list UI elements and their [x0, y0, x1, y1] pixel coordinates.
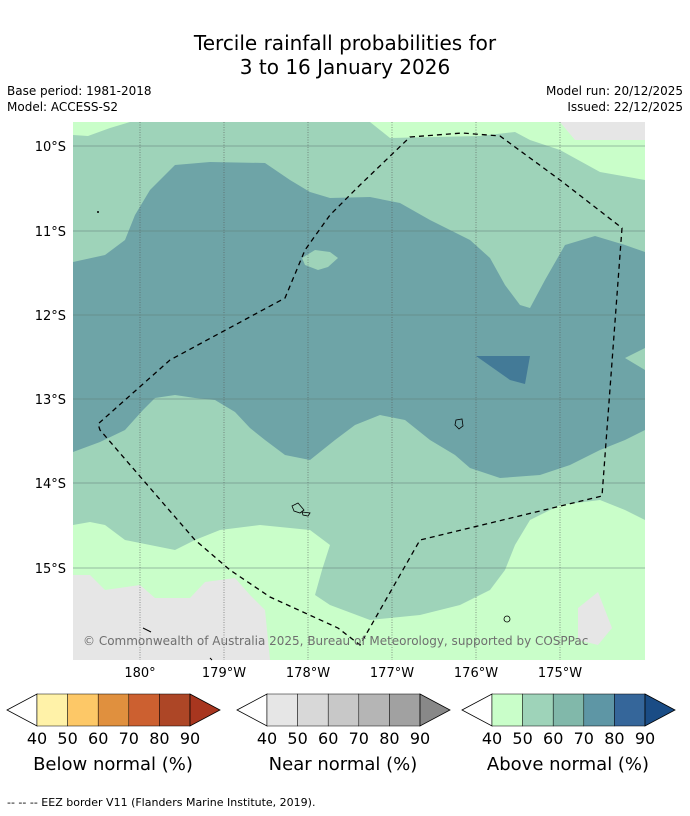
colorbar-segment: [522, 693, 554, 727]
colorbar-tick: 70: [119, 729, 139, 748]
island: [142, 627, 152, 633]
lon-label: 177°W: [370, 666, 414, 681]
base-period-label: Base period: 1981-2018: [7, 84, 152, 98]
below-normal-colorbar: 40 50 60 70 80 90 Below normal (%): [6, 693, 221, 775]
island: [291, 502, 305, 514]
colorbar-tick: 60: [318, 729, 338, 748]
eez-legend-footer: -- -- -- EEZ border V11 (Flanders Marine…: [7, 796, 316, 809]
near-normal-region-southwest: [73, 575, 270, 660]
colorbar-segment: [491, 693, 523, 727]
colorbar-segment: [266, 693, 298, 727]
near-normal-region-southeast: [578, 592, 612, 645]
colorbar-tick: 40: [482, 729, 502, 748]
colorbar-min-arrow: [461, 693, 493, 727]
colorbar-segment: [614, 693, 646, 727]
colorbar-segment: [36, 693, 68, 727]
attribution-text: © Commonwealth of Australia 2025, Bureau…: [83, 634, 588, 648]
near-normal-colorbar: 40 50 60 70 80 90 Near normal (%): [236, 693, 451, 775]
colorbar-tick: 40: [27, 729, 47, 748]
chart-title-line1: Tercile rainfall probabilities for: [193, 31, 497, 55]
colorbar-segment: [552, 693, 585, 727]
colorbar-tick: 90: [410, 729, 430, 748]
longitude-gridlines: [139, 122, 561, 660]
colorbar-tick: 50: [287, 729, 307, 748]
lat-label: 12°S: [35, 309, 66, 324]
colorbar-max-arrow: [419, 693, 451, 727]
island: [209, 657, 213, 661]
lat-label: 10°S: [35, 140, 66, 155]
above-normal-colorbar: 40 50 60 70 80 90 Above normal (%): [461, 693, 676, 775]
colorbar-tick: 60: [543, 729, 563, 748]
colorbar-tick: 80: [604, 729, 624, 748]
colorbar-max-arrow: [189, 693, 221, 727]
colorbar-segment: [358, 693, 390, 727]
lat-label: 11°S: [35, 225, 66, 240]
colorbar-segment: [389, 693, 421, 727]
lat-label: 14°S: [35, 477, 66, 492]
colorbar-tick: 50: [512, 729, 532, 748]
model-run-label: Model run: 20/12/2025: [545, 84, 683, 98]
island: [454, 418, 464, 430]
colorbar-tick: 80: [379, 729, 399, 748]
island: [503, 615, 511, 623]
lat-label: 15°S: [35, 562, 66, 577]
colorbar-segment: [97, 693, 130, 727]
island: [97, 211, 99, 213]
colorbar-tick: 50: [57, 729, 77, 748]
colorbar-min-arrow: [236, 693, 268, 727]
lon-label: 175°W: [538, 666, 582, 681]
near-normal-region-northeast: [560, 122, 645, 140]
colorbar-tick: 70: [349, 729, 369, 748]
colorbar-title: Near normal (%): [269, 754, 418, 775]
colorbar-tick: 60: [88, 729, 108, 748]
colorbar-segment: [327, 693, 360, 727]
chart-title-line2: 3 to 16 January 2026: [239, 55, 451, 79]
probability-field: [73, 122, 645, 660]
model-label: Model: ACCESS-S2: [7, 100, 119, 114]
colorbar-segment: [159, 693, 191, 727]
lon-label: 176°W: [454, 666, 498, 681]
lon-label: 180°: [124, 666, 155, 681]
lon-label: 179°W: [202, 666, 246, 681]
above-normal-50-60-patch: [302, 250, 338, 270]
colorbar-title: Above normal (%): [487, 754, 649, 775]
latitude-labels: 10°S 11°S 12°S 13°S 14°S 15°S: [35, 140, 66, 577]
island: [301, 511, 311, 517]
longitude-labels: 180° 179°W 178°W 177°W 176°W 175°W: [124, 666, 582, 681]
colorbar-tick: 70: [574, 729, 594, 748]
colorbar-max-arrow: [644, 693, 676, 727]
colorbar-title: Below normal (%): [33, 754, 193, 775]
issued-label: Issued: 22/12/2025: [567, 100, 683, 114]
colorbar-segment: [297, 693, 329, 727]
colorbar-tick: 80: [149, 729, 169, 748]
colorbar-tick: 90: [180, 729, 200, 748]
latitude-gridlines: [73, 145, 645, 569]
colorbar-min-arrow: [6, 693, 38, 727]
above-normal-70-80-patch: [476, 356, 530, 384]
eez-border: [97, 132, 623, 646]
colorbar-segment: [67, 693, 99, 727]
colorbar-tick: 90: [635, 729, 655, 748]
lat-label: 13°S: [35, 393, 66, 408]
colorbar-tick: 40: [257, 729, 277, 748]
lon-label: 178°W: [286, 666, 330, 681]
colorbar-segment: [583, 693, 615, 727]
colorbar-segment: [128, 693, 160, 727]
forecast-map: 10°S 11°S 12°S 13°S 14°S 15°S 180° 179°W…: [6, 122, 676, 775]
